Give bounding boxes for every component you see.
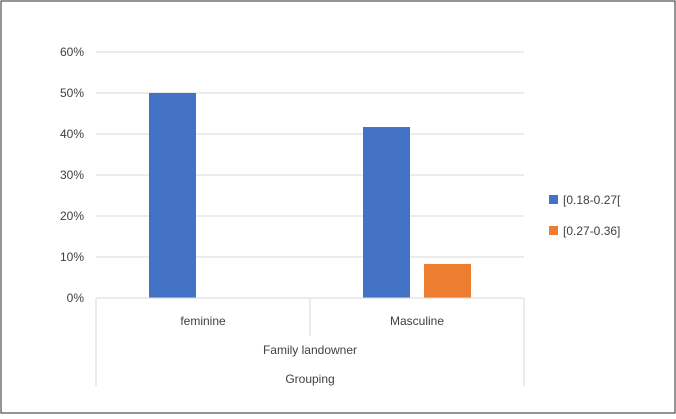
y-tick-label: 30% xyxy=(60,168,84,182)
y-tick-label: 0% xyxy=(67,291,85,305)
axes xyxy=(95,297,525,386)
legend-label: [0.18-0.27[ xyxy=(563,193,621,207)
y-tick-label: 40% xyxy=(60,127,84,141)
y-tick-label: 20% xyxy=(60,209,84,223)
legend: [0.18-0.27[ [0.27-0.36] xyxy=(549,193,621,238)
y-axis-tick-labels: 0% 10% 20% 30% 40% 50% 60% xyxy=(60,45,84,305)
bar xyxy=(149,93,196,298)
legend-label: [0.27-0.36] xyxy=(563,224,620,238)
y-tick-label: 60% xyxy=(60,45,84,59)
x-category-label: feminine xyxy=(180,314,226,328)
bar xyxy=(363,127,410,298)
y-tick-label: 50% xyxy=(60,86,84,100)
y-tick-label: 10% xyxy=(60,250,84,264)
legend-swatch xyxy=(549,195,558,204)
x-category-label: Masculine xyxy=(390,314,444,328)
bars xyxy=(149,93,471,298)
x-outer-group-label: Grouping xyxy=(285,372,334,386)
legend-swatch xyxy=(549,226,558,235)
x-group-label: Family landowner xyxy=(263,343,357,357)
bar xyxy=(424,263,471,298)
